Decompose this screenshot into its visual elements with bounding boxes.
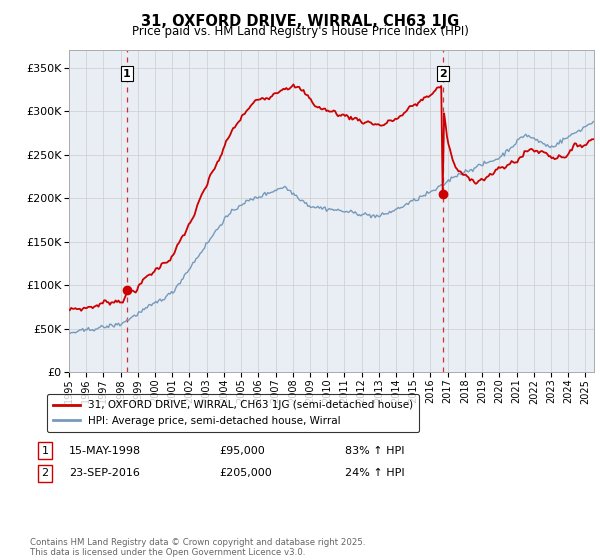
Text: 15-MAY-1998: 15-MAY-1998 bbox=[69, 446, 141, 456]
Text: £95,000: £95,000 bbox=[219, 446, 265, 456]
Text: 1: 1 bbox=[41, 446, 49, 456]
Text: 2: 2 bbox=[439, 68, 446, 78]
Text: 2: 2 bbox=[41, 468, 49, 478]
Text: 24% ↑ HPI: 24% ↑ HPI bbox=[345, 468, 404, 478]
Text: 83% ↑ HPI: 83% ↑ HPI bbox=[345, 446, 404, 456]
Text: 23-SEP-2016: 23-SEP-2016 bbox=[69, 468, 140, 478]
Text: Contains HM Land Registry data © Crown copyright and database right 2025.
This d: Contains HM Land Registry data © Crown c… bbox=[30, 538, 365, 557]
Legend: 31, OXFORD DRIVE, WIRRAL, CH63 1JG (semi-detached house), HPI: Average price, se: 31, OXFORD DRIVE, WIRRAL, CH63 1JG (semi… bbox=[47, 394, 419, 432]
Text: 31, OXFORD DRIVE, WIRRAL, CH63 1JG: 31, OXFORD DRIVE, WIRRAL, CH63 1JG bbox=[141, 14, 459, 29]
Text: 1: 1 bbox=[123, 68, 131, 78]
Text: £205,000: £205,000 bbox=[219, 468, 272, 478]
Text: Price paid vs. HM Land Registry's House Price Index (HPI): Price paid vs. HM Land Registry's House … bbox=[131, 25, 469, 38]
